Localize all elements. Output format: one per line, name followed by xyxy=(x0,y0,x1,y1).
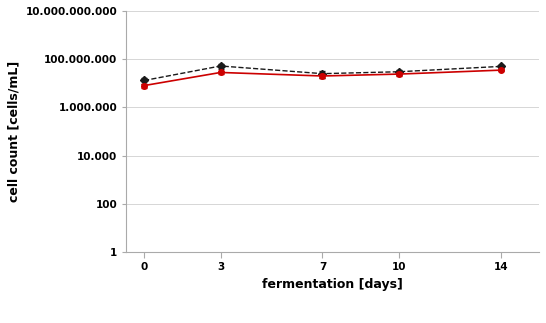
X-axis label: fermentation [days]: fermentation [days] xyxy=(262,278,403,291)
Y-axis label: cell count [cells/mL]: cell count [cells/mL] xyxy=(7,61,20,202)
